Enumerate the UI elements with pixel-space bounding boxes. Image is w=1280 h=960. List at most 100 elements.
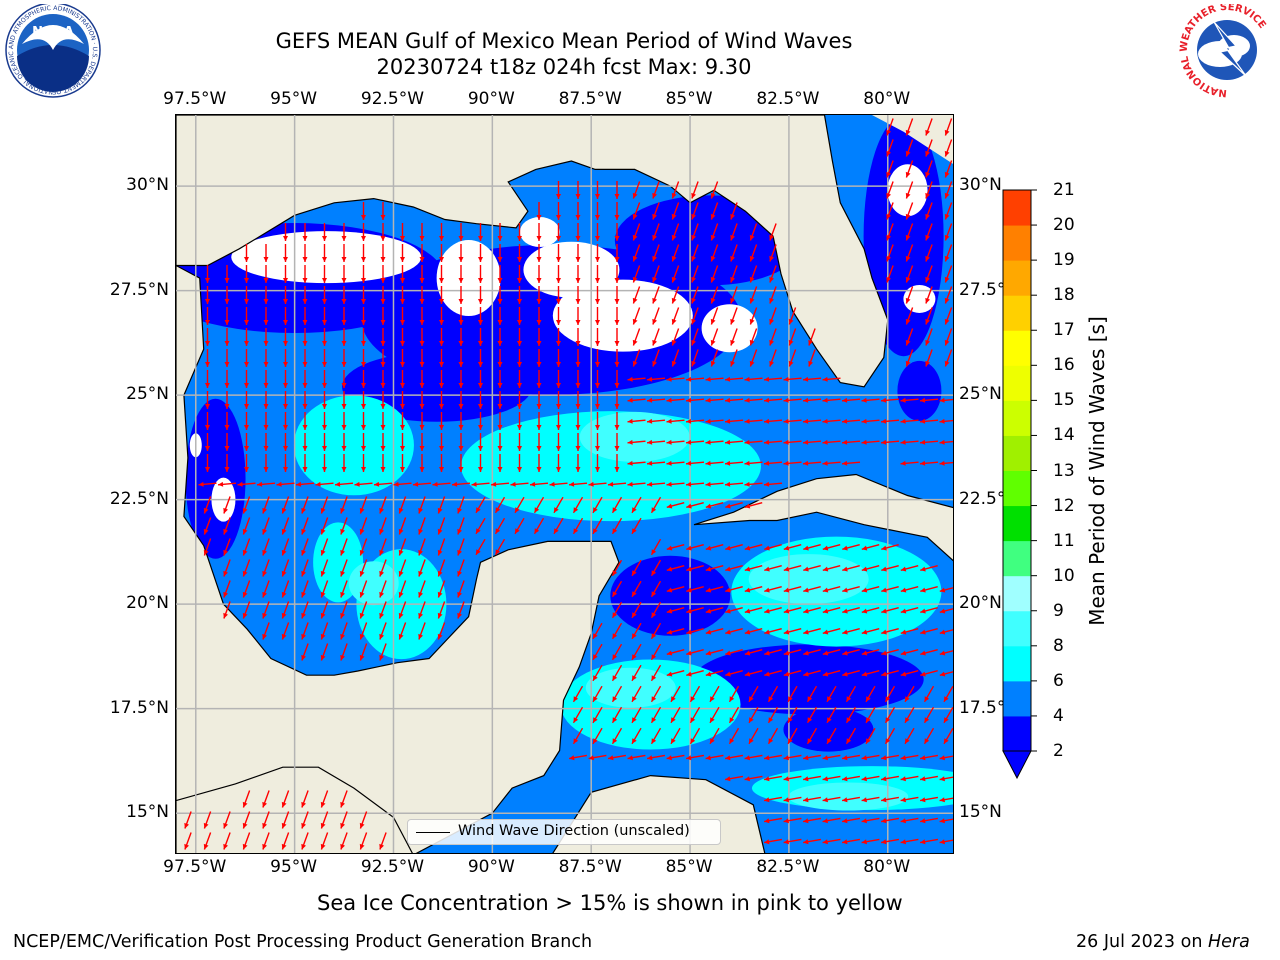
wind-wave-arrow-376	[556, 412, 561, 430]
wind-wave-arrow-162	[341, 433, 347, 451]
wind-wave-arrow-32	[223, 538, 231, 556]
wind-wave-arrow-88	[283, 370, 288, 388]
wind-wave-arrow-85	[283, 307, 288, 325]
wind-wave-arrow-511	[671, 244, 680, 262]
wind-wave-arrow-411	[595, 349, 600, 367]
wind-wave-arrow-112	[302, 391, 308, 409]
wind-wave-arrow-230	[400, 370, 405, 388]
wind-wave-arrow-606	[725, 586, 743, 593]
lon-label-bottom-8: 80°W	[863, 857, 911, 877]
wind-wave-arrow-313	[478, 454, 483, 472]
wind-wave-arrow-588	[705, 754, 724, 761]
wind-wave-arrow-392	[575, 391, 581, 409]
wind-wave-arrow-734	[822, 838, 841, 845]
wind-wave-arrow-724	[822, 628, 841, 635]
wind-wave-arrow-764	[865, 685, 876, 703]
wind-wave-arrow-536	[691, 202, 699, 220]
wind-wave-arrow-371	[556, 307, 561, 325]
wind-wave-arrow-134	[322, 349, 327, 367]
wind-wave-arrow-4	[205, 286, 210, 304]
wind-wave-arrow-681	[783, 607, 802, 614]
wind-wave-arrow-555	[686, 628, 704, 635]
wind-wave-arrow-200	[380, 202, 386, 220]
wind-wave-arrow-214	[379, 496, 387, 514]
wind-wave-arrow-236	[398, 496, 407, 514]
wind-wave-arrow-96	[281, 538, 290, 556]
wind-wave-arrow-352	[536, 265, 542, 283]
wind-wave-arrow-380	[553, 496, 564, 514]
legend-label: Wind Wave Direction (unscaled)	[458, 823, 690, 839]
wind-wave-arrow-603	[725, 502, 743, 509]
wind-wave-arrow-433	[614, 307, 620, 325]
wind-wave-arrow-562	[710, 181, 719, 199]
wind-wave-arrow-218	[379, 580, 387, 598]
wind-wave-arrow-40	[244, 286, 249, 304]
wind-wave-arrow-417	[588, 481, 607, 487]
wind-wave-arrow-719	[822, 460, 841, 466]
wind-wave-arrow-693	[808, 328, 816, 346]
map-panel[interactable]	[175, 114, 954, 854]
wind-wave-arrow-285	[458, 265, 464, 283]
wind-wave-arrow-678	[783, 544, 802, 551]
wind-wave-arrow-563	[710, 202, 719, 220]
wind-wave-arrow-660	[764, 649, 782, 656]
wind-wave-arrow-389	[575, 328, 581, 346]
wind-wave-arrow-608	[725, 628, 743, 635]
colorbar-tick-14: 18	[1053, 285, 1075, 306]
wind-wave-arrow-94	[281, 496, 290, 514]
wind-wave-arrow-211	[380, 433, 386, 451]
lon-label-top-4: 90°W	[467, 89, 515, 109]
wind-wave-arrow-465	[627, 418, 646, 424]
wind-wave-arrow-346	[510, 481, 529, 487]
wind-wave-arrow-805	[905, 265, 914, 283]
wind-wave-arrow-688	[783, 754, 802, 761]
wind-wave-arrow-861	[944, 181, 953, 199]
wind-wave-arrow-471	[631, 559, 642, 577]
wind-wave-arrow-150	[320, 811, 329, 829]
wind-wave-arrow-685	[787, 685, 798, 703]
wind-wave-arrow-402	[568, 754, 588, 761]
wind-wave-arrow-686	[787, 706, 798, 724]
wind-wave-arrow-667	[763, 796, 783, 803]
wind-wave-arrow-348	[514, 517, 525, 535]
wind-wave-arrow-398	[572, 517, 584, 535]
lat-label-right-7: 15°N	[959, 802, 1002, 823]
wind-wave-arrow-331	[494, 496, 506, 514]
wind-wave-arrow-399	[572, 685, 584, 703]
wind-wave-arrow-513	[671, 286, 680, 304]
wind-wave-arrow-17	[203, 811, 212, 829]
wind-wave-arrow-855	[919, 796, 939, 803]
wind-wave-arrow-782	[880, 439, 900, 445]
wind-wave-arrow-28	[224, 454, 230, 472]
wind-wave-arrow-796	[880, 817, 900, 824]
colorbar-tick-4: 8	[1053, 635, 1064, 656]
wind-wave-arrow-256	[418, 496, 426, 514]
wind-wave-arrow-419	[592, 517, 603, 535]
wind-wave-arrow-298	[457, 538, 465, 556]
wind-wave-arrow-825	[900, 796, 919, 803]
wind-wave-arrow-381	[553, 517, 564, 535]
wind-wave-arrow-874	[939, 587, 953, 593]
wind-wave-arrow-552	[686, 565, 704, 572]
wind-wave-arrow-858	[944, 118, 953, 136]
wind-wave-arrow-278	[437, 538, 446, 556]
wind-wave-arrow-651	[763, 418, 783, 424]
wind-wave-arrow-692	[783, 838, 802, 845]
lon-label-top-8: 80°W	[863, 89, 911, 109]
wind-wave-arrow-816	[900, 607, 919, 614]
wind-wave-arrow-310	[478, 391, 483, 409]
wind-wave-arrow-659	[764, 628, 782, 635]
wind-wave-arrow-799	[905, 139, 914, 157]
wind-wave-arrow-244	[419, 244, 425, 262]
wind-wave-arrow-786	[881, 607, 899, 614]
wind-wave-arrow-526	[666, 586, 685, 593]
wind-wave-arrow-642	[769, 223, 777, 241]
wind-wave-arrow-806	[905, 286, 914, 304]
wind-wave-arrow-698	[802, 439, 822, 445]
wind-wave-arrow-538	[691, 244, 699, 262]
wind-wave-arrow-616	[749, 223, 758, 241]
wind-wave-arrow-282	[437, 622, 446, 640]
wind-wave-arrow-171	[340, 622, 348, 640]
wind-wave-arrow-514	[671, 307, 680, 325]
wind-wave-arrow-25	[224, 391, 230, 409]
